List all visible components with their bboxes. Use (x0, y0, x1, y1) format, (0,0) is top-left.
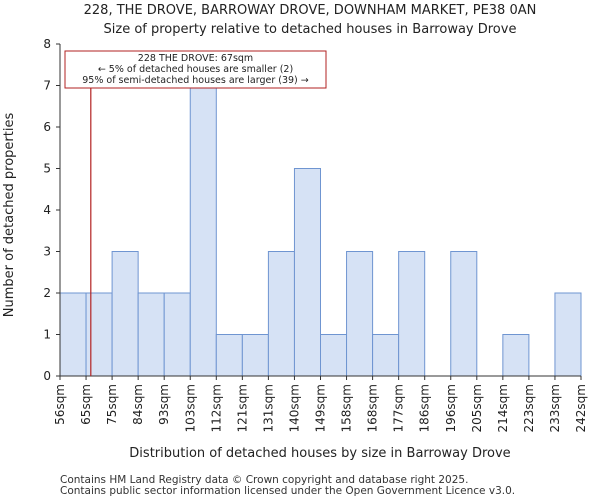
y-tick-label-8: 8 (43, 37, 51, 51)
bars-group (59, 85, 582, 377)
bar-140sqm (293, 168, 322, 377)
x-tick-label-242sqm: 242sqm (574, 384, 588, 432)
y-tick-label-4: 4 (43, 203, 51, 217)
bar-131sqm (267, 251, 295, 377)
bar-75sqm (111, 251, 139, 377)
footer-line-2: Contains public sector information licen… (60, 485, 515, 497)
bar-103sqm (189, 85, 217, 377)
x-tick-label-233sqm: 233sqm (548, 384, 562, 432)
annotation-box: 228 THE DROVE: 67sqm ← 5% of detached ho… (64, 50, 327, 89)
x-axis-label: Distribution of detached houses by size … (129, 446, 510, 461)
bar-149sqm (320, 334, 348, 377)
y-tick-label-0: 0 (43, 369, 51, 383)
x-tick-label-214sqm: 214sqm (496, 384, 510, 432)
x-tick-label-84sqm: 84sqm (131, 384, 145, 425)
y-tick-label-3: 3 (43, 245, 51, 259)
x-tick-label-75sqm: 75sqm (105, 384, 119, 425)
bar-158sqm (346, 251, 374, 377)
x-tick-label-56sqm: 56sqm (53, 384, 67, 425)
bar-121sqm (241, 334, 269, 377)
bar-93sqm (163, 292, 191, 377)
x-tick-label-140sqm: 140sqm (287, 384, 301, 432)
bar-112sqm (215, 334, 243, 377)
bar-177sqm (398, 251, 426, 377)
y-tick-label-1: 1 (43, 328, 51, 342)
x-tick-label-121sqm: 121sqm (235, 384, 249, 432)
y-tick-label-7: 7 (43, 79, 51, 93)
x-tick-label-93sqm: 93sqm (157, 384, 171, 425)
y-axis-label: Number of detached properties (2, 113, 17, 318)
bar-65sqm (85, 292, 113, 377)
bar-168sqm (372, 334, 400, 377)
x-tick-label-177sqm: 177sqm (392, 384, 406, 432)
x-tick-label-112sqm: 112sqm (209, 384, 223, 432)
x-tick-label-186sqm: 186sqm (418, 384, 432, 432)
annotation-line-3: 95% of semi-detached houses are larger (… (82, 75, 309, 86)
annotation-line-1: 228 THE DROVE: 67sqm (138, 53, 253, 64)
x-tick-label-223sqm: 223sqm (522, 384, 536, 432)
x-tick-label-168sqm: 168sqm (366, 384, 380, 432)
chart-title: 228, THE DROVE, BARROWAY DROVE, DOWNHAM … (84, 3, 537, 18)
x-ticks-group: 56sqm 65sqm 75sqm 84sqm 93sqm 103sqm 112sqm 121… (53, 376, 588, 432)
bar-233sqm (554, 292, 582, 377)
annotation-line-2: ← 5% of detached houses are smaller (2) (98, 64, 293, 75)
bar-56sqm (59, 292, 87, 377)
x-tick-label-149sqm: 149sqm (314, 384, 328, 432)
bar-214sqm (502, 334, 530, 377)
x-tick-label-131sqm: 131sqm (261, 384, 275, 432)
x-tick-label-158sqm: 158sqm (340, 384, 354, 432)
x-tick-label-65sqm: 65sqm (79, 384, 93, 425)
y-tick-label-5: 5 (43, 162, 51, 176)
footer-line-1: Contains HM Land Registry data © Crown c… (60, 474, 468, 486)
x-tick-label-103sqm: 103sqm (183, 384, 197, 432)
chart-subtitle: Size of property relative to detached ho… (104, 22, 517, 37)
x-tick-label-196sqm: 196sqm (444, 384, 458, 432)
bar-84sqm (137, 292, 165, 377)
y-tick-label-2: 2 (43, 286, 51, 300)
x-tick-label-205sqm: 205sqm (470, 384, 484, 432)
y-tick-label-6: 6 (43, 120, 51, 134)
bar-196sqm (450, 251, 478, 377)
y-ticks-group: 0 1 2 3 4 5 6 7 8 (43, 37, 60, 383)
